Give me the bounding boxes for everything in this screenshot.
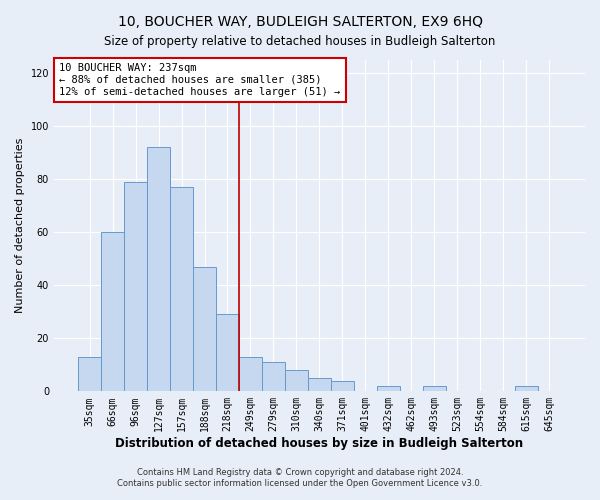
- Text: 10 BOUCHER WAY: 237sqm
← 88% of detached houses are smaller (385)
12% of semi-de: 10 BOUCHER WAY: 237sqm ← 88% of detached…: [59, 64, 340, 96]
- Bar: [101, 232, 124, 392]
- Y-axis label: Number of detached properties: Number of detached properties: [15, 138, 25, 314]
- Bar: [78, 357, 101, 392]
- Bar: [216, 314, 239, 392]
- Text: Size of property relative to detached houses in Budleigh Salterton: Size of property relative to detached ho…: [104, 35, 496, 48]
- Text: Contains HM Land Registry data © Crown copyright and database right 2024.
Contai: Contains HM Land Registry data © Crown c…: [118, 468, 482, 487]
- Bar: [147, 148, 170, 392]
- Bar: [262, 362, 285, 392]
- Bar: [331, 380, 354, 392]
- Bar: [515, 386, 538, 392]
- Bar: [239, 357, 262, 392]
- X-axis label: Distribution of detached houses by size in Budleigh Salterton: Distribution of detached houses by size …: [115, 437, 524, 450]
- Bar: [308, 378, 331, 392]
- Bar: [377, 386, 400, 392]
- Bar: [285, 370, 308, 392]
- Bar: [170, 187, 193, 392]
- Text: 10, BOUCHER WAY, BUDLEIGH SALTERTON, EX9 6HQ: 10, BOUCHER WAY, BUDLEIGH SALTERTON, EX9…: [118, 15, 482, 29]
- Bar: [124, 182, 147, 392]
- Bar: [193, 267, 216, 392]
- Bar: [423, 386, 446, 392]
